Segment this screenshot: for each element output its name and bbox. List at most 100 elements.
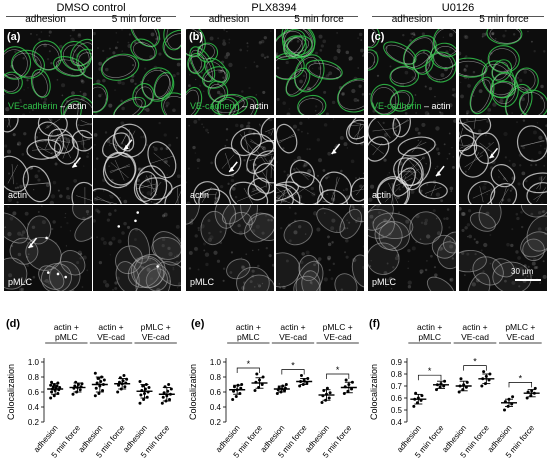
data-point: [167, 383, 171, 386]
condition-title: adhesion: [25, 14, 66, 25]
panel-letter-e: (e): [191, 318, 205, 330]
significance-label: *: [473, 357, 477, 367]
data-point: [73, 384, 77, 388]
group-title: U0126: [441, 2, 475, 14]
group-header-line2: VE-cad: [324, 332, 352, 342]
data-point: [50, 390, 54, 394]
group-title: PLX8394: [251, 2, 297, 14]
data-point: [116, 390, 120, 394]
y-tick-label: 0.6: [210, 388, 222, 397]
group-header-line2: pMLC: [55, 332, 78, 342]
data-point: [327, 396, 331, 400]
data-point: [231, 398, 235, 401]
data-point: [299, 374, 303, 377]
data-point: [117, 383, 121, 387]
data-point: [49, 396, 53, 400]
micrograph-tile: [276, 205, 364, 291]
data-point: [93, 371, 97, 375]
channel-row-label: pMLC: [372, 277, 397, 287]
significance-bracket: [417, 374, 442, 381]
data-point: [95, 381, 99, 385]
data-point: [169, 387, 173, 391]
data-point: [283, 389, 287, 392]
data-point: [96, 377, 100, 380]
data-point: [122, 374, 126, 377]
merge-row-label: VE-cadherin – actin: [372, 101, 451, 111]
group-header-line2: VE-cad: [506, 332, 534, 342]
ve-cadherin-label: VE-cadherin: [190, 101, 240, 111]
panel-letter: (b): [189, 31, 204, 43]
data-point: [459, 377, 463, 381]
group-title: DMSO control: [56, 2, 126, 14]
micrograph-tile: [459, 118, 547, 204]
group-header-line1: actin +: [54, 322, 79, 332]
data-point: [52, 394, 56, 398]
y-tick-label: 0.6: [391, 394, 403, 403]
scalebar-label: 30 µm: [511, 267, 534, 276]
actin-label: – actin: [57, 101, 87, 111]
data-point: [420, 394, 424, 398]
data-point: [101, 389, 105, 392]
micrograph-tile: 30 µm: [459, 205, 547, 291]
data-point: [255, 372, 259, 376]
micrograph-tile: (b) VE-cadherin – actin: [186, 29, 274, 115]
channel-row-label: pMLC: [8, 277, 33, 287]
condition-title: adhesion: [391, 14, 433, 25]
panel-letter: (c): [371, 31, 385, 43]
data-point: [50, 380, 54, 384]
data-point: [168, 398, 172, 401]
data-point: [298, 384, 302, 388]
data-point: [138, 401, 142, 405]
data-point: [71, 392, 75, 396]
data-point: [284, 383, 288, 386]
data-point: [328, 391, 332, 395]
condition-title: 5 min force: [479, 14, 529, 25]
y-tick-label: 1.0: [210, 358, 222, 367]
significance-bracket: [326, 373, 350, 379]
significance-label: *: [336, 365, 340, 375]
micrograph-tile: pMLC: [4, 205, 92, 291]
data-point: [344, 378, 348, 382]
channel-row-label: pMLC: [190, 277, 215, 287]
panel-letter-d: (d): [6, 318, 21, 330]
significance-bracket: [463, 365, 487, 371]
group-header-line1: pMLC +: [323, 322, 353, 332]
data-point: [97, 392, 101, 395]
data-point: [234, 395, 238, 398]
significance-label: *: [291, 361, 295, 371]
group-header-line2: pMLC: [237, 332, 260, 342]
data-point: [275, 392, 279, 395]
group-divider: [6, 16, 176, 17]
ve-cadherin-label: VE-cadherin: [8, 101, 58, 111]
group-header-line1: pMLC +: [505, 322, 535, 332]
condition-title: 5 min force: [111, 14, 162, 25]
panel-letter-f: (f): [369, 318, 380, 330]
group-divider: [190, 16, 358, 17]
merge-row-label: VE-cadherin – actin: [8, 101, 87, 111]
data-point: [239, 386, 243, 390]
data-point: [435, 388, 438, 392]
y-tick-label: 0.5: [391, 406, 403, 415]
group-header-line1: actin +: [462, 322, 487, 332]
y-tick-label: 1.0: [28, 358, 40, 367]
significance-bracket: [236, 367, 260, 373]
y-axis-label: Colocalization: [369, 364, 379, 420]
condition-title: 5 min force: [294, 14, 344, 25]
data-point: [511, 395, 515, 399]
actin-label: – actin: [239, 101, 269, 111]
group-header-line1: actin +: [236, 322, 261, 332]
actin-label: – actin: [421, 101, 451, 111]
data-point: [260, 383, 264, 386]
micrograph-tile: actin: [186, 118, 274, 204]
y-tick-label: 0.2: [28, 418, 40, 427]
y-tick-label: 0.4: [210, 403, 222, 412]
significance-bracket: [508, 382, 533, 388]
data-point: [325, 386, 329, 390]
panel-letter: (a): [7, 31, 21, 43]
y-tick-label: 0.6: [28, 388, 40, 397]
data-point: [480, 384, 484, 388]
data-point: [350, 387, 354, 391]
significance-label: *: [247, 359, 251, 369]
data-point: [138, 380, 142, 383]
